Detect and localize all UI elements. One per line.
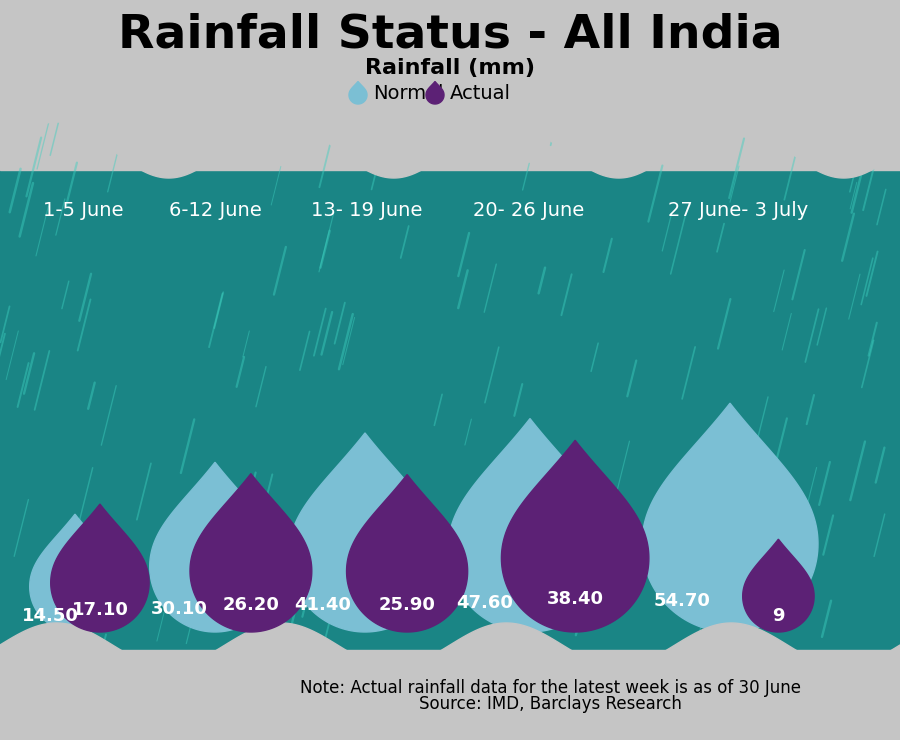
Polygon shape xyxy=(30,514,121,632)
Text: Rainfall (mm): Rainfall (mm) xyxy=(365,58,535,78)
Bar xyxy=(0,0,900,170)
Polygon shape xyxy=(501,440,649,632)
Polygon shape xyxy=(349,81,367,104)
Text: 27 June- 3 July: 27 June- 3 July xyxy=(669,201,808,220)
Bar xyxy=(0,650,900,740)
Text: Actual: Actual xyxy=(450,84,511,103)
Polygon shape xyxy=(346,474,468,632)
Text: Source: IMD, Barclays Research: Source: IMD, Barclays Research xyxy=(418,695,681,713)
Polygon shape xyxy=(426,81,444,104)
Text: 25.90: 25.90 xyxy=(379,596,436,613)
Polygon shape xyxy=(742,539,814,632)
Text: 1-5 June: 1-5 June xyxy=(43,201,124,220)
Text: 14.50: 14.50 xyxy=(22,607,78,625)
Text: 20- 26 June: 20- 26 June xyxy=(472,201,584,220)
Text: 26.20: 26.20 xyxy=(222,596,279,613)
Text: 13- 19 June: 13- 19 June xyxy=(311,201,423,220)
Text: 30.10: 30.10 xyxy=(150,600,208,618)
Text: 9: 9 xyxy=(772,607,785,625)
Text: 47.60: 47.60 xyxy=(456,594,513,612)
Text: Normal: Normal xyxy=(373,84,444,103)
Polygon shape xyxy=(448,419,612,632)
Polygon shape xyxy=(149,462,280,632)
Polygon shape xyxy=(50,504,149,632)
Text: 41.40: 41.40 xyxy=(294,596,351,614)
Text: Rainfall Status - All India: Rainfall Status - All India xyxy=(118,13,782,58)
Text: Note: Actual rainfall data for the latest week is as of 30 June: Note: Actual rainfall data for the lates… xyxy=(300,679,800,697)
Text: 38.40: 38.40 xyxy=(546,590,604,608)
Polygon shape xyxy=(288,433,442,632)
Polygon shape xyxy=(190,474,311,632)
Text: 54.70: 54.70 xyxy=(653,592,710,610)
Polygon shape xyxy=(642,403,818,632)
Text: 17.10: 17.10 xyxy=(71,601,129,619)
Text: 6-12 June: 6-12 June xyxy=(169,201,262,220)
